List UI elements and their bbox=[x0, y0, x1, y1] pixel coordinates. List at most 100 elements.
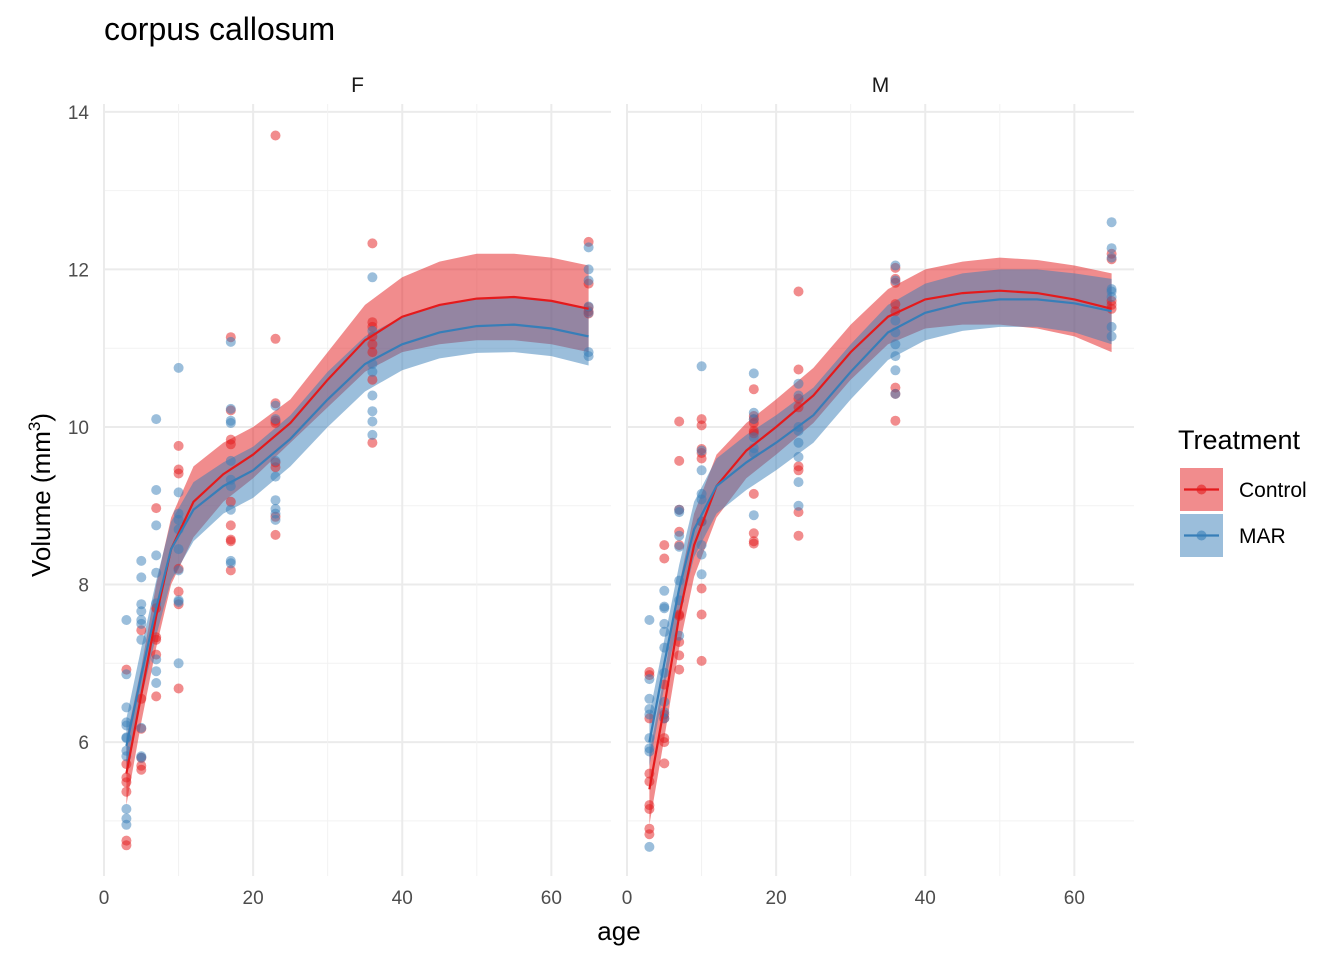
y-tick-label: 14 bbox=[68, 103, 90, 124]
data-point bbox=[121, 720, 132, 731]
data-point bbox=[367, 366, 378, 377]
data-point bbox=[121, 804, 132, 814]
data-point bbox=[136, 634, 147, 645]
strip-label: M bbox=[872, 74, 890, 97]
data-point bbox=[674, 650, 685, 661]
data-point bbox=[890, 299, 901, 310]
data-point bbox=[270, 130, 281, 141]
data-point bbox=[151, 485, 162, 495]
data-point bbox=[793, 286, 804, 297]
data-point bbox=[674, 541, 685, 552]
data-point bbox=[136, 618, 147, 629]
y-axis-title: Volume (mm3) bbox=[25, 413, 56, 577]
data-point bbox=[270, 455, 281, 466]
y-axis-title-main: Volume (mm bbox=[26, 431, 56, 577]
x-tick-label: 40 bbox=[915, 888, 936, 909]
data-point bbox=[890, 275, 901, 286]
y-tick-label: 10 bbox=[68, 418, 89, 439]
data-point bbox=[793, 390, 804, 401]
data-point bbox=[890, 339, 901, 350]
data-point bbox=[659, 553, 670, 564]
data-point bbox=[173, 658, 184, 669]
data-point bbox=[173, 586, 184, 597]
data-point bbox=[225, 439, 236, 450]
panels: F 0 20 40 60 6 8 10 12 14 M 0 20 40 60 bbox=[68, 74, 1134, 909]
data-point bbox=[659, 603, 670, 614]
data-point bbox=[793, 378, 804, 389]
data-point bbox=[1106, 217, 1117, 228]
data-point bbox=[696, 361, 707, 372]
data-point bbox=[583, 264, 594, 275]
data-point bbox=[151, 503, 162, 514]
data-point bbox=[225, 496, 236, 507]
data-point bbox=[659, 618, 670, 629]
data-point bbox=[793, 465, 804, 476]
data-point bbox=[225, 403, 236, 414]
data-point bbox=[136, 599, 147, 610]
data-point bbox=[151, 567, 162, 578]
data-point bbox=[367, 347, 378, 358]
data-point bbox=[270, 333, 281, 344]
x-axis-title: age bbox=[597, 916, 640, 946]
data-point bbox=[696, 453, 707, 464]
data-point bbox=[583, 275, 594, 286]
legend-point bbox=[1196, 484, 1207, 495]
fit-line-mar bbox=[125, 323, 589, 747]
data-point bbox=[173, 440, 184, 451]
legend-label: MAR bbox=[1239, 525, 1286, 548]
x-tick-label: 60 bbox=[1064, 888, 1085, 909]
data-point bbox=[136, 764, 147, 775]
data-point bbox=[121, 702, 132, 713]
data-point bbox=[696, 583, 707, 594]
data-point bbox=[136, 606, 147, 617]
grid bbox=[626, 104, 1134, 876]
data-point bbox=[696, 465, 707, 476]
data-point bbox=[748, 488, 759, 499]
data-point bbox=[225, 536, 236, 547]
y-axis-title-close: ) bbox=[26, 413, 56, 422]
data-point bbox=[151, 414, 162, 425]
data-point bbox=[121, 819, 132, 830]
data-point bbox=[225, 418, 236, 428]
data-point bbox=[367, 374, 378, 385]
data-point bbox=[270, 514, 281, 525]
data-point bbox=[367, 416, 378, 427]
data-point bbox=[674, 416, 685, 427]
data-point bbox=[136, 555, 147, 566]
data-point bbox=[270, 471, 281, 482]
data-point bbox=[890, 315, 901, 326]
data-point bbox=[1106, 243, 1117, 254]
data-point bbox=[659, 626, 670, 637]
data-point bbox=[890, 415, 901, 426]
data-point bbox=[793, 437, 804, 448]
data-point bbox=[659, 540, 670, 551]
data-point bbox=[674, 455, 685, 466]
y-tick-label: 12 bbox=[68, 260, 89, 281]
data-point bbox=[225, 455, 236, 466]
data-point bbox=[151, 654, 162, 665]
legend: Treatment Control MAR bbox=[1178, 425, 1307, 557]
data-point bbox=[367, 390, 378, 401]
data-point bbox=[151, 550, 162, 561]
fit-line-control bbox=[648, 289, 1112, 790]
panel-F: F 0 20 40 60 6 8 10 12 14 bbox=[68, 74, 611, 909]
data-point bbox=[173, 683, 184, 694]
data-point bbox=[793, 477, 804, 488]
data-point bbox=[270, 495, 281, 506]
data-point bbox=[696, 609, 707, 620]
data-point bbox=[367, 406, 378, 417]
data-point bbox=[674, 530, 685, 541]
points-mar bbox=[121, 242, 594, 830]
panel-M: M 0 20 40 60 bbox=[622, 74, 1134, 909]
data-point bbox=[1106, 321, 1117, 332]
data-point bbox=[696, 494, 707, 505]
data-point bbox=[644, 841, 655, 852]
data-point bbox=[136, 572, 147, 583]
data-point bbox=[225, 565, 236, 576]
x-tick-label: 0 bbox=[622, 888, 633, 909]
data-point bbox=[659, 758, 670, 769]
data-point bbox=[136, 752, 147, 763]
data-point bbox=[583, 242, 594, 253]
data-point bbox=[173, 596, 184, 607]
